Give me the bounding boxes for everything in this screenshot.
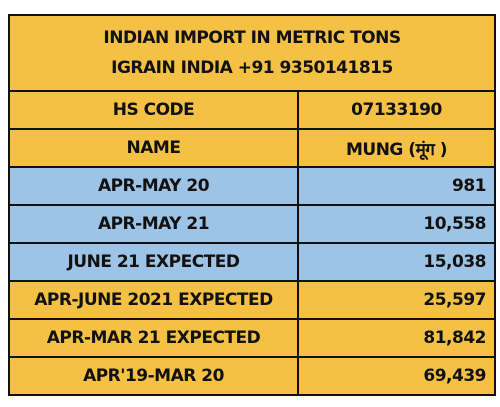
row: APR-JUNE 2021 EXPECTED 25,597 — [8, 280, 496, 320]
row: NAME MUNG (मूंग ) — [8, 128, 496, 168]
value-cell: 10,558 — [297, 204, 496, 244]
value-cell: 15,038 — [297, 242, 496, 282]
label-cell: APR-MAY 20 — [8, 166, 299, 206]
table-wrap: INDIAN IMPORT IN METRIC TONS IGRAIN INDI… — [8, 14, 496, 396]
label-cell: APR-MAR 21 EXPECTED — [8, 318, 299, 358]
label-cell: HS CODE — [8, 90, 299, 130]
import-table: INDIAN IMPORT IN METRIC TONS IGRAIN INDI… — [8, 14, 496, 396]
label-cell: NAME — [8, 128, 299, 168]
value-cell: 981 — [297, 166, 496, 206]
value-cell: MUNG (मूंग ) — [297, 128, 496, 168]
row: APR-MAR 21 EXPECTED 81,842 — [8, 318, 496, 358]
row: APR-MAY 21 10,558 — [8, 204, 496, 244]
value-cell: 81,842 — [297, 318, 496, 358]
label-cell: JUNE 21 EXPECTED — [8, 242, 299, 282]
title-line: INDIAN IMPORT IN METRIC TONS — [103, 28, 401, 48]
value-cell: 25,597 — [297, 280, 496, 320]
label-cell: APR-MAY 21 — [8, 204, 299, 244]
value-cell: 69,439 — [297, 356, 496, 396]
title-row: INDIAN IMPORT IN METRIC TONS IGRAIN INDI… — [8, 14, 496, 92]
label-cell: APR'19-MAR 20 — [8, 356, 299, 396]
title-line: IGRAIN INDIA +91 9350141815 — [111, 58, 393, 78]
title-cell: INDIAN IMPORT IN METRIC TONS IGRAIN INDI… — [8, 14, 496, 92]
row: APR'19-MAR 20 69,439 — [8, 356, 496, 396]
row: APR-MAY 20 981 — [8, 166, 496, 206]
value-cell: 07133190 — [297, 90, 496, 130]
label-cell: APR-JUNE 2021 EXPECTED — [8, 280, 299, 320]
row: JUNE 21 EXPECTED 15,038 — [8, 242, 496, 282]
row: HS CODE 07133190 — [8, 90, 496, 130]
